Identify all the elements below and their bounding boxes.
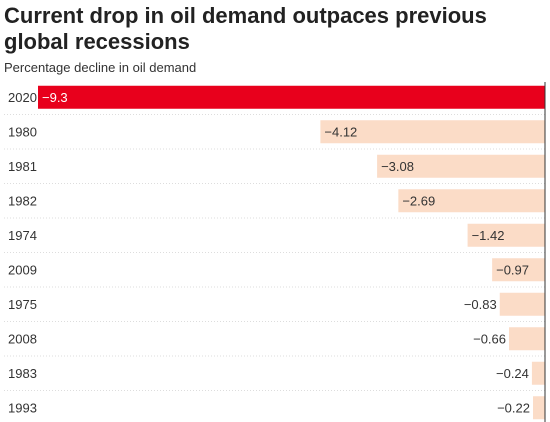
category-label: 1983 [8, 366, 37, 381]
category-label: 1975 [8, 297, 37, 312]
bar [533, 396, 545, 420]
chart-title: Current drop in oil demand outpaces prev… [4, 3, 487, 54]
value-label: −0.66 [473, 331, 506, 346]
value-label: −2.69 [402, 193, 435, 208]
bar [492, 258, 545, 282]
value-label: −3.08 [381, 159, 414, 174]
chart-subtitle: Percentage decline in oil demand [4, 60, 197, 75]
category-label: 1980 [8, 124, 37, 139]
bar [531, 361, 545, 385]
bar [377, 154, 545, 178]
category-label: 2009 [8, 262, 37, 277]
category-label: 1982 [8, 193, 37, 208]
bar [499, 292, 545, 316]
value-label: −0.22 [497, 400, 530, 415]
value-label: −0.24 [496, 366, 529, 381]
bar [467, 223, 545, 247]
category-label: 2008 [8, 331, 37, 346]
value-label: −0.97 [496, 262, 529, 277]
bar [398, 189, 545, 213]
category-label: 1981 [8, 159, 37, 174]
value-label: −9.3 [42, 90, 68, 105]
value-label: −0.83 [464, 297, 497, 312]
bar [509, 327, 545, 351]
category-label: 1993 [8, 400, 37, 415]
category-label: 1974 [8, 228, 37, 243]
category-label: 2020 [8, 90, 37, 105]
bar [320, 120, 545, 144]
value-label: −4.12 [324, 124, 357, 139]
value-label: −1.42 [472, 228, 505, 243]
bar [38, 85, 545, 109]
